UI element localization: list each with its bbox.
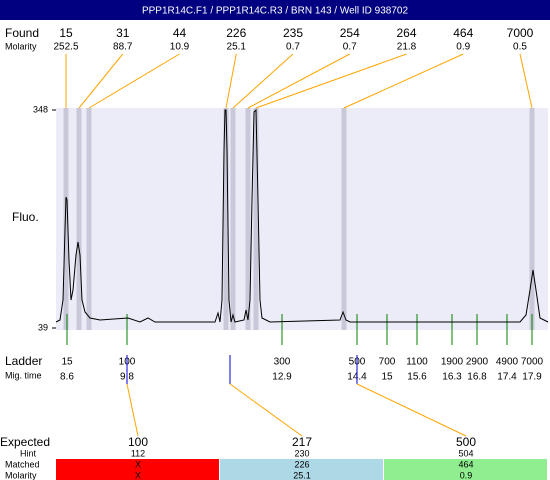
plot-area	[56, 108, 548, 330]
peak-band	[253, 108, 259, 330]
found-molarity: 0.9	[456, 42, 470, 53]
peak-band	[341, 108, 347, 330]
mig-time-label: Mig. time	[5, 370, 42, 380]
found-leader	[255, 53, 407, 109]
y-tick-label: 39	[38, 322, 48, 332]
found-leader	[519, 53, 533, 109]
ladder-size: 2900	[466, 357, 489, 368]
expected-value: 100	[128, 435, 148, 449]
found-leader	[232, 53, 294, 109]
ladder-size: 15	[61, 357, 73, 368]
header-title: PPP1R14C.F1 / PPP1R14C.R3 / BRN 143 / We…	[142, 6, 408, 17]
mig-time: 8.6	[60, 372, 74, 383]
mig-time: 16.8	[467, 372, 487, 383]
found-label: Found	[5, 26, 39, 40]
found-size: 235	[283, 26, 303, 40]
found-size: 15	[59, 26, 73, 40]
found-size: 226	[226, 26, 246, 40]
expected-molarity-label: Molarity	[5, 470, 37, 480]
found-leader	[343, 53, 464, 109]
ladder-label: Ladder	[5, 354, 42, 368]
matched-value: X	[135, 459, 141, 469]
ladder-size: 300	[274, 357, 291, 368]
hint-value: 230	[294, 448, 309, 458]
mig-time: 17.9	[522, 372, 542, 383]
matched-value: 226	[294, 459, 309, 469]
expected-cell	[220, 459, 383, 480]
found-molarity: 0.7	[286, 42, 300, 53]
found-molarity: 10.9	[170, 42, 190, 53]
found-molarity-label: Molarity	[5, 41, 37, 51]
found-size: 264	[396, 26, 416, 40]
found-leader	[225, 53, 237, 109]
expected-leader	[229, 383, 303, 437]
expected-value: 500	[456, 435, 476, 449]
expected-leader	[356, 383, 467, 437]
found-size: 7000	[507, 26, 534, 40]
matched-label: Matched	[5, 459, 40, 469]
y-axis-label: Fluo.	[12, 210, 39, 224]
peak-band	[245, 108, 251, 330]
peak-band	[76, 108, 82, 330]
found-size: 464	[453, 26, 473, 40]
expected-value: 217	[292, 435, 312, 449]
found-molarity: 88.7	[113, 42, 133, 53]
matched-molarity: 0.9	[460, 470, 473, 480]
expected-label: Expected	[0, 435, 50, 449]
mig-time: 12.9	[272, 372, 292, 383]
found-leader	[88, 53, 180, 109]
found-molarity: 25.1	[227, 42, 247, 53]
matched-molarity: X	[135, 470, 141, 480]
found-leader	[247, 53, 350, 109]
found-molarity: 21.8	[397, 42, 417, 53]
found-size: 31	[116, 26, 130, 40]
peak-band	[86, 108, 92, 330]
matched-value: 464	[458, 459, 473, 469]
mig-time: 16.3	[442, 372, 462, 383]
header-bar	[0, 0, 550, 20]
mig-time: 15	[381, 372, 393, 383]
peak-band	[529, 108, 535, 330]
hint-value: 112	[131, 448, 145, 458]
hint-label: Hint	[20, 448, 37, 458]
found-leader	[78, 53, 124, 109]
ladder-size: 4900	[496, 357, 519, 368]
expected-cell	[56, 459, 219, 480]
peak-band	[223, 108, 229, 330]
y-tick-label: 348	[33, 104, 48, 114]
mig-time: 17.4	[497, 372, 517, 383]
trace-line	[55, 108, 549, 323]
ladder-size: 7000	[521, 357, 544, 368]
found-molarity: 0.7	[343, 42, 357, 53]
ladder-size: 1100	[406, 357, 428, 368]
matched-molarity: 25.1	[293, 470, 311, 480]
ladder-size: 1900	[441, 357, 464, 368]
found-size: 254	[340, 26, 360, 40]
expected-leader	[126, 383, 139, 437]
mig-time: 15.6	[407, 372, 427, 383]
found-molarity: 0.5	[513, 42, 527, 53]
peak-band	[63, 108, 69, 330]
ladder-size: 700	[379, 357, 396, 368]
found-molarity: 252.5	[53, 42, 78, 53]
found-size: 44	[173, 26, 187, 40]
hint-value: 504	[458, 448, 473, 458]
expected-cell	[384, 459, 547, 480]
peak-band	[230, 108, 236, 330]
